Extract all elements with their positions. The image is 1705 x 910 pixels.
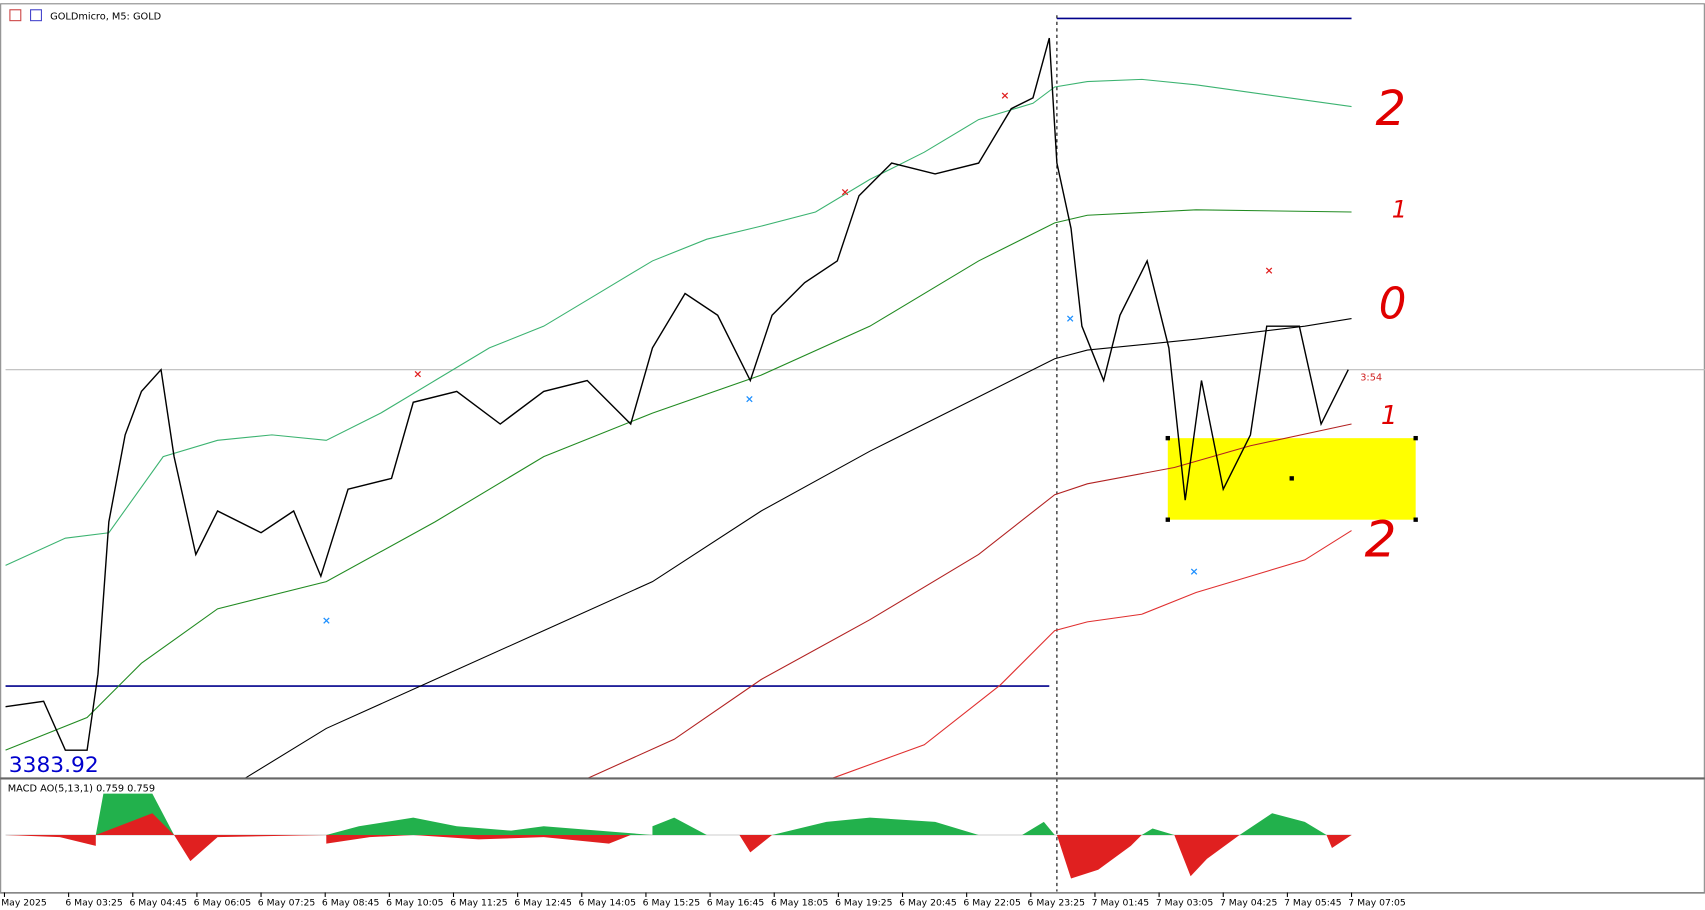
time-label: 7 May 01:45 [1092,898,1150,909]
time-label: 6 May 07:25 [258,898,316,909]
price-label: 3383.92 [9,753,99,778]
time-label: 6 May 06:05 [194,898,252,909]
annotation: 1 [1381,401,1398,431]
time-label: 6 May 19:25 [835,898,893,909]
svg-text:×: × [1066,312,1075,325]
svg-text:×: × [413,367,422,380]
annotation: 2 [1375,82,1405,137]
time-label: 6 May 12:45 [514,898,572,909]
time-label: 6 May 18:05 [771,898,829,909]
annotation: 2 [1365,511,1397,569]
zone-handles [1165,435,1418,522]
time-label: 6 May 11:25 [450,898,508,909]
mean-line [244,318,1352,779]
annotation: 1 [1392,195,1407,223]
indicator-label: MACD AO(5,13,1) 0.759 0.759 [8,783,155,794]
time-label: 7 May 03:05 [1156,898,1214,909]
upper-band [5,78,1352,566]
time-label: 6 May 20:45 [899,898,957,909]
annotations: 2 1 0 1 2 [1365,82,1407,569]
signal-markers: × × × × × × × × [322,89,1274,627]
price-line [5,37,1349,751]
svg-text:×: × [1265,264,1274,277]
bar-countdown: 3:54 [1360,373,1382,384]
time-label: 6 May 23:25 [1028,898,1086,909]
time-label: 6 May 16:45 [707,898,765,909]
time-label: 6 May 04:45 [130,898,188,909]
time-label: 6 May 15:25 [643,898,701,909]
icon [30,9,42,22]
time-label: 7 May 05:45 [1284,898,1342,909]
time-label: 6 May 10:05 [386,898,444,909]
time-label: 6 May 22:05 [963,898,1021,909]
svg-text:×: × [841,186,850,199]
lower-band-2 [831,530,1352,779]
svg-text:×: × [1190,565,1199,578]
mid-band [5,209,1352,751]
lower-band-1 [586,423,1352,779]
time-axis: May 2025 6 May 03:25 6 May 04:45 6 May 06:0… [1,892,1406,909]
ao-down [5,813,1352,879]
annotation: 0 [1379,280,1407,330]
symbol-title: GOLDmicro, M5: GOLD [50,12,161,23]
time-label: 6 May 14:05 [579,898,637,909]
time-label: 6 May 03:25 [65,898,123,909]
icon [9,9,22,22]
time-label: 7 May 07:05 [1348,898,1406,909]
time-label: 6 May 08:45 [322,898,380,909]
time-label: 7 May 04:25 [1220,898,1278,909]
svg-text:×: × [322,614,331,627]
svg-text:×: × [1000,89,1009,102]
ao-up [95,793,1327,835]
svg-text:×: × [745,392,754,405]
time-label: May 2025 [1,898,47,909]
